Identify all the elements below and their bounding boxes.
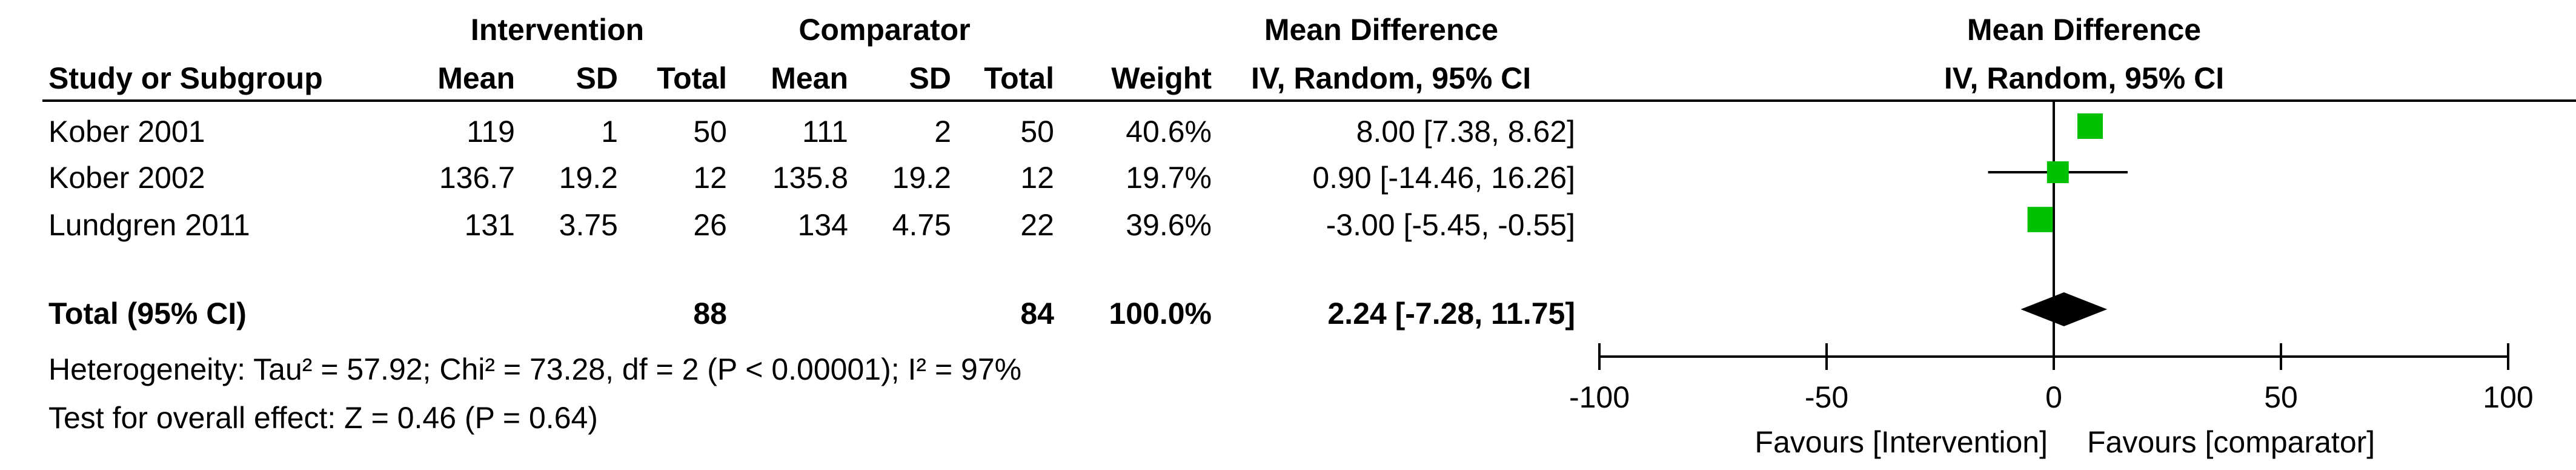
intervention-total: 12: [693, 161, 727, 195]
overall-effect-text: Test for overall effect: Z = 0.46 (P = 0…: [48, 401, 598, 435]
pooled-effect-diamond: [2020, 292, 2108, 326]
intervention-mean: 136.7: [439, 161, 515, 195]
comparator-group-header: Comparator: [798, 13, 971, 47]
study-point-marker: [2077, 113, 2103, 139]
weight: 39.6%: [1126, 208, 1212, 242]
comparator-sd: 4.75: [892, 208, 951, 242]
comparator-mean: 134: [797, 208, 848, 242]
header-rule: [42, 99, 2576, 102]
weight: 40.6%: [1126, 115, 1212, 149]
study-name: Kober 2002: [48, 161, 205, 195]
comparator-total: 50: [1020, 115, 1054, 149]
effect-ci: 8.00 [7.38, 8.62]: [1356, 115, 1575, 149]
intervention-total-sum: 88: [693, 297, 727, 331]
plot-title: Mean Difference: [1967, 13, 2202, 47]
intervention-sd: 19.2: [559, 161, 618, 195]
comparator-sd: 2: [934, 115, 951, 149]
weight: 19.7%: [1126, 161, 1212, 195]
intervention-sd: 3.75: [559, 208, 618, 242]
intervention-group-header: Intervention: [470, 13, 645, 47]
effect-ci: -3.00 [-5.45, -0.55]: [1326, 208, 1575, 242]
weight-header: Weight: [1111, 61, 1212, 95]
comparator-sd: 19.2: [892, 161, 951, 195]
comparator-mean: 111: [802, 115, 848, 149]
axis-tick-label: 100: [2483, 380, 2534, 414]
heterogeneity-text: Heterogeneity: Tau² = 57.92; Chi² = 73.2…: [48, 352, 1022, 386]
comparator-total: 22: [1020, 208, 1054, 242]
intervention-total-header: Total: [657, 61, 727, 95]
intervention-mean: 131: [464, 208, 515, 242]
intervention-sd-header: SD: [576, 61, 618, 95]
intervention-total: 50: [693, 115, 727, 149]
favours-intervention-label: Favours [Intervention]: [1754, 425, 2048, 459]
intervention-mean-header: Mean: [437, 61, 515, 95]
comparator-total: 12: [1020, 161, 1054, 195]
total-label: Total (95% CI): [48, 297, 247, 331]
plot-method-header: IV, Random, 95% CI: [1944, 61, 2225, 95]
pooled-effect-ci: 2.24 [-7.28, 11.75]: [1327, 297, 1575, 331]
intervention-total: 26: [693, 208, 727, 242]
total-weight: 100.0%: [1109, 297, 1212, 331]
comparator-total-sum: 84: [1020, 297, 1054, 331]
effect-ci: 0.90 [-14.46, 16.26]: [1312, 161, 1575, 195]
favours-comparator-label: Favours [comparator]: [2087, 425, 2375, 459]
axis-tick-label: -50: [1804, 380, 1849, 414]
intervention-sd: 1: [601, 115, 618, 149]
comparator-sd-header: SD: [909, 61, 951, 95]
study-point-marker: [2047, 161, 2069, 183]
study-column-header: Study or Subgroup: [48, 61, 323, 95]
comparator-mean: 135.8: [772, 161, 848, 195]
study-point-marker: [2027, 207, 2053, 232]
comparator-mean-header: Mean: [771, 61, 848, 95]
study-name: Lundgren 2011: [48, 208, 250, 242]
method-header: IV, Random, 95% CI: [1251, 61, 1532, 95]
study-name: Kober 2001: [48, 115, 205, 149]
axis-tick-label: 0: [2045, 380, 2062, 414]
axis-tick-label: 50: [2264, 380, 2298, 414]
effect-title: Mean Difference: [1264, 13, 1499, 47]
comparator-total-header: Total: [984, 61, 1054, 95]
intervention-mean: 119: [466, 115, 515, 149]
axis-tick-label: -100: [1569, 380, 1630, 414]
